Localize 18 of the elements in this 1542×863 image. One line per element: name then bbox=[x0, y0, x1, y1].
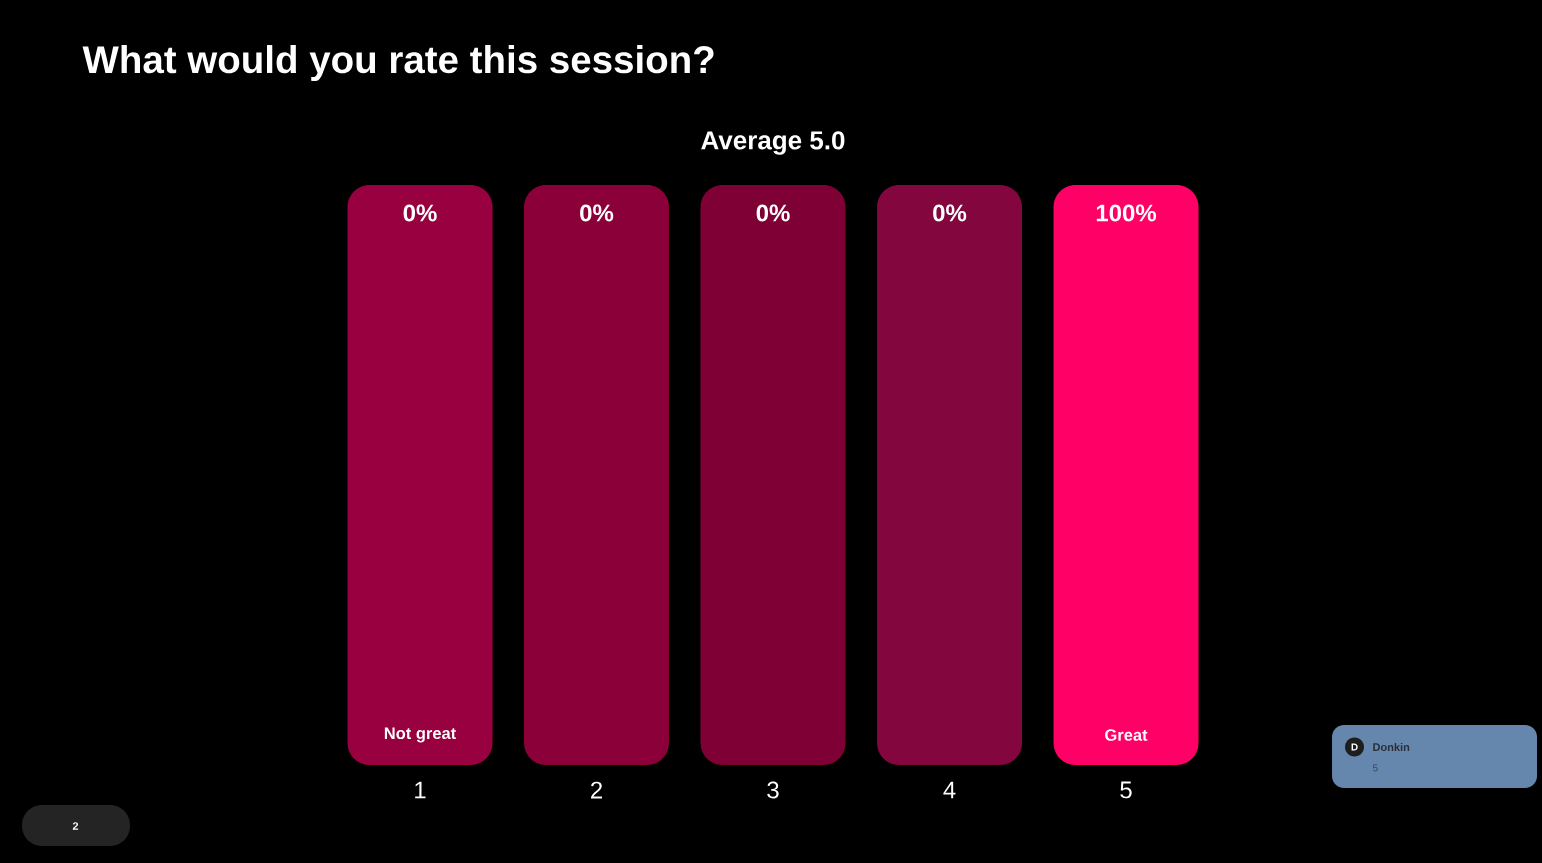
x-tick-label: 2 bbox=[591, 781, 602, 799]
annotation: Great bbox=[1105, 729, 1148, 741]
chart-title: What would you rate this session? bbox=[82, 45, 714, 81]
data-label: 100% bbox=[1096, 204, 1157, 222]
x-tick-label: 5 bbox=[1120, 781, 1132, 799]
data-label: 0% bbox=[580, 204, 614, 222]
data-label: 0% bbox=[403, 204, 437, 222]
x-tick-label: 4 bbox=[943, 781, 956, 799]
text: D bbox=[1351, 743, 1358, 751]
text: 5 bbox=[1372, 764, 1378, 772]
text: Donkin bbox=[1373, 742, 1410, 752]
text: 2 bbox=[72, 822, 79, 830]
data-label: 0% bbox=[933, 204, 967, 222]
data-label: 0% bbox=[756, 204, 790, 222]
x-tick-label: 3 bbox=[767, 781, 779, 799]
annotation: Not great bbox=[384, 727, 456, 743]
chart-subtitle: Average 5.0 bbox=[701, 131, 845, 155]
x-tick-label: 1 bbox=[415, 781, 426, 799]
